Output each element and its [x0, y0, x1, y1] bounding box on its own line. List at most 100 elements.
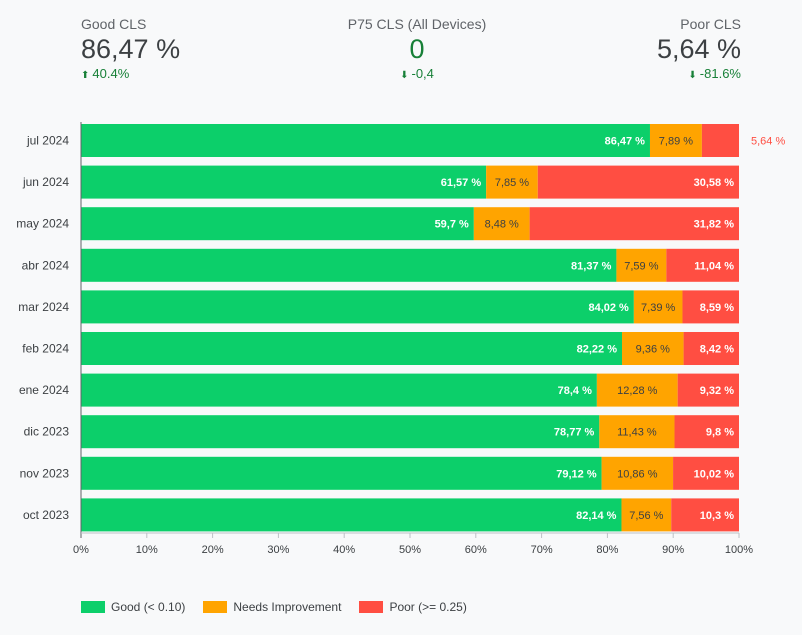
kpi-delta: ⬆ 40.4% — [81, 66, 180, 81]
bar-segment — [616, 248, 667, 282]
bar-segment — [671, 498, 739, 532]
data-label: 7,59 % — [624, 260, 658, 272]
y-category-label: may 2024 — [16, 217, 69, 231]
data-label: 8,42 % — [700, 344, 734, 356]
legend-item-needs-improvement[interactable]: Needs Improvement — [203, 600, 341, 614]
data-label: 7,89 % — [659, 136, 693, 148]
bar-segment — [81, 373, 597, 407]
bar-segment — [81, 332, 623, 365]
kpi-delta-value: -81.6% — [699, 66, 741, 81]
bar-segment — [621, 498, 672, 532]
kpi-label: P75 CLS (All Devices) — [347, 16, 487, 32]
bar-segment — [596, 373, 678, 407]
bar-segment — [622, 332, 684, 365]
data-label: 12,28 % — [617, 385, 658, 397]
bar-segment — [683, 332, 739, 365]
bar-segment — [81, 124, 650, 157]
data-label: 61,57 % — [441, 177, 482, 189]
kpi-label: Good CLS — [81, 16, 147, 32]
kpi-value: 86,47 % — [81, 34, 181, 64]
bar-segment — [537, 165, 739, 199]
bar-segment — [666, 248, 739, 282]
bar-segment — [81, 456, 602, 490]
legend-label: Poor (>= 0.25) — [389, 600, 467, 614]
bar-segment — [601, 456, 674, 490]
data-label: 78,4 % — [558, 385, 592, 397]
bar-segment — [81, 207, 474, 241]
legend-swatch-good — [81, 601, 105, 613]
data-label: 9,8 % — [706, 427, 734, 439]
data-label: 7,85 % — [495, 177, 529, 189]
y-category-label: oct 2023 — [23, 508, 69, 522]
bar-segment — [682, 290, 739, 324]
x-tick-label: 40% — [333, 544, 355, 556]
y-category-label: abr 2024 — [22, 258, 70, 272]
data-label: 81,37 % — [571, 260, 612, 272]
bar-segment — [677, 373, 739, 407]
y-category-label: feb 2024 — [22, 342, 69, 356]
legend-label: Needs Improvement — [233, 600, 342, 614]
kpi-poor-cls: Poor CLS 5,64 % ⬇ -81.6% — [657, 16, 741, 81]
bar-segment — [473, 207, 530, 241]
kpi-p75-cls: P75 CLS (All Devices) 0 ⬇ -0,4 — [317, 16, 517, 81]
bar-segment — [674, 415, 739, 449]
bar-segment — [673, 456, 739, 490]
arrow-down-icon: ⬇ — [688, 70, 697, 81]
x-tick-label: 100% — [725, 544, 753, 556]
data-label: 82,14 % — [576, 510, 617, 522]
bar-segment — [81, 248, 617, 282]
data-label: 59,7 % — [435, 219, 469, 231]
kpi-label: Poor CLS — [680, 16, 741, 32]
data-label: 7,56 % — [629, 510, 663, 522]
bar-segment — [81, 290, 634, 324]
data-label: 8,59 % — [700, 302, 734, 314]
bar-segment — [633, 290, 683, 324]
y-category-label: dic 2023 — [24, 425, 70, 439]
data-label: 82,22 % — [577, 344, 618, 356]
bar-segment — [529, 207, 739, 241]
y-category-label: mar 2024 — [18, 300, 69, 314]
x-tick-label: 10% — [136, 544, 158, 556]
bar-segment — [81, 165, 487, 199]
data-label: 30,58 % — [694, 177, 735, 189]
data-label: 5,64 % — [751, 136, 785, 148]
x-tick-label: 90% — [662, 544, 684, 556]
y-category-label: nov 2023 — [20, 466, 70, 480]
legend-item-good[interactable]: Good (< 0.10) — [81, 600, 185, 614]
data-label: 9,32 % — [700, 385, 734, 397]
data-label: 78,77 % — [554, 427, 595, 439]
kpi-delta: ⬇ -0,4 — [317, 66, 517, 81]
arrow-up-icon: ⬆ — [81, 70, 90, 81]
legend-swatch-poor — [359, 601, 384, 613]
stacked-bar-chart: 0% 10% 20% 30% 40% 50% 60% 70% 80% 90% 100% jul 202… — [16, 122, 785, 556]
x-tick-label: 80% — [596, 544, 618, 556]
arrow-down-icon: ⬇ — [400, 70, 409, 81]
data-label: 79,12 % — [556, 468, 597, 480]
x-tick-label: 0% — [73, 544, 89, 556]
x-tick-label: 60% — [465, 544, 487, 556]
kpi-value: 5,64 % — [656, 34, 741, 64]
kpi-delta-value: 40.4% — [92, 66, 130, 81]
x-tick-label: 70% — [531, 544, 553, 556]
kpi-delta-value: -0,4 — [411, 66, 434, 81]
chart-legend: Good (< 0.10) Needs Improvement Poor (>=… — [81, 600, 467, 614]
data-label: 10,3 % — [700, 510, 734, 522]
kpi-good-cls: Good CLS 86,47 % ⬆ 40.4% — [81, 16, 180, 81]
y-category-label: jul 2024 — [26, 134, 69, 148]
bar-segment — [486, 165, 538, 199]
bar-segment — [599, 415, 675, 449]
x-tick-label: 30% — [267, 544, 289, 556]
data-label: 11,43 % — [617, 427, 657, 439]
data-label: 86,47 % — [605, 136, 646, 148]
x-tick-label: 20% — [202, 544, 224, 556]
x-tick-label: 50% — [399, 544, 421, 556]
bar-segment — [701, 124, 739, 157]
data-label: 10,86 % — [617, 468, 658, 480]
legend-item-poor[interactable]: Poor (>= 0.25) — [359, 600, 467, 614]
data-label: 11,04 % — [694, 260, 734, 272]
kpi-delta: ⬇ -81.6% — [657, 66, 741, 81]
data-label: 31,82 % — [694, 219, 735, 231]
legend-swatch-needs-improvement — [203, 601, 228, 613]
data-label: 7,39 % — [641, 302, 675, 314]
kpi-value: 0 — [409, 34, 425, 64]
